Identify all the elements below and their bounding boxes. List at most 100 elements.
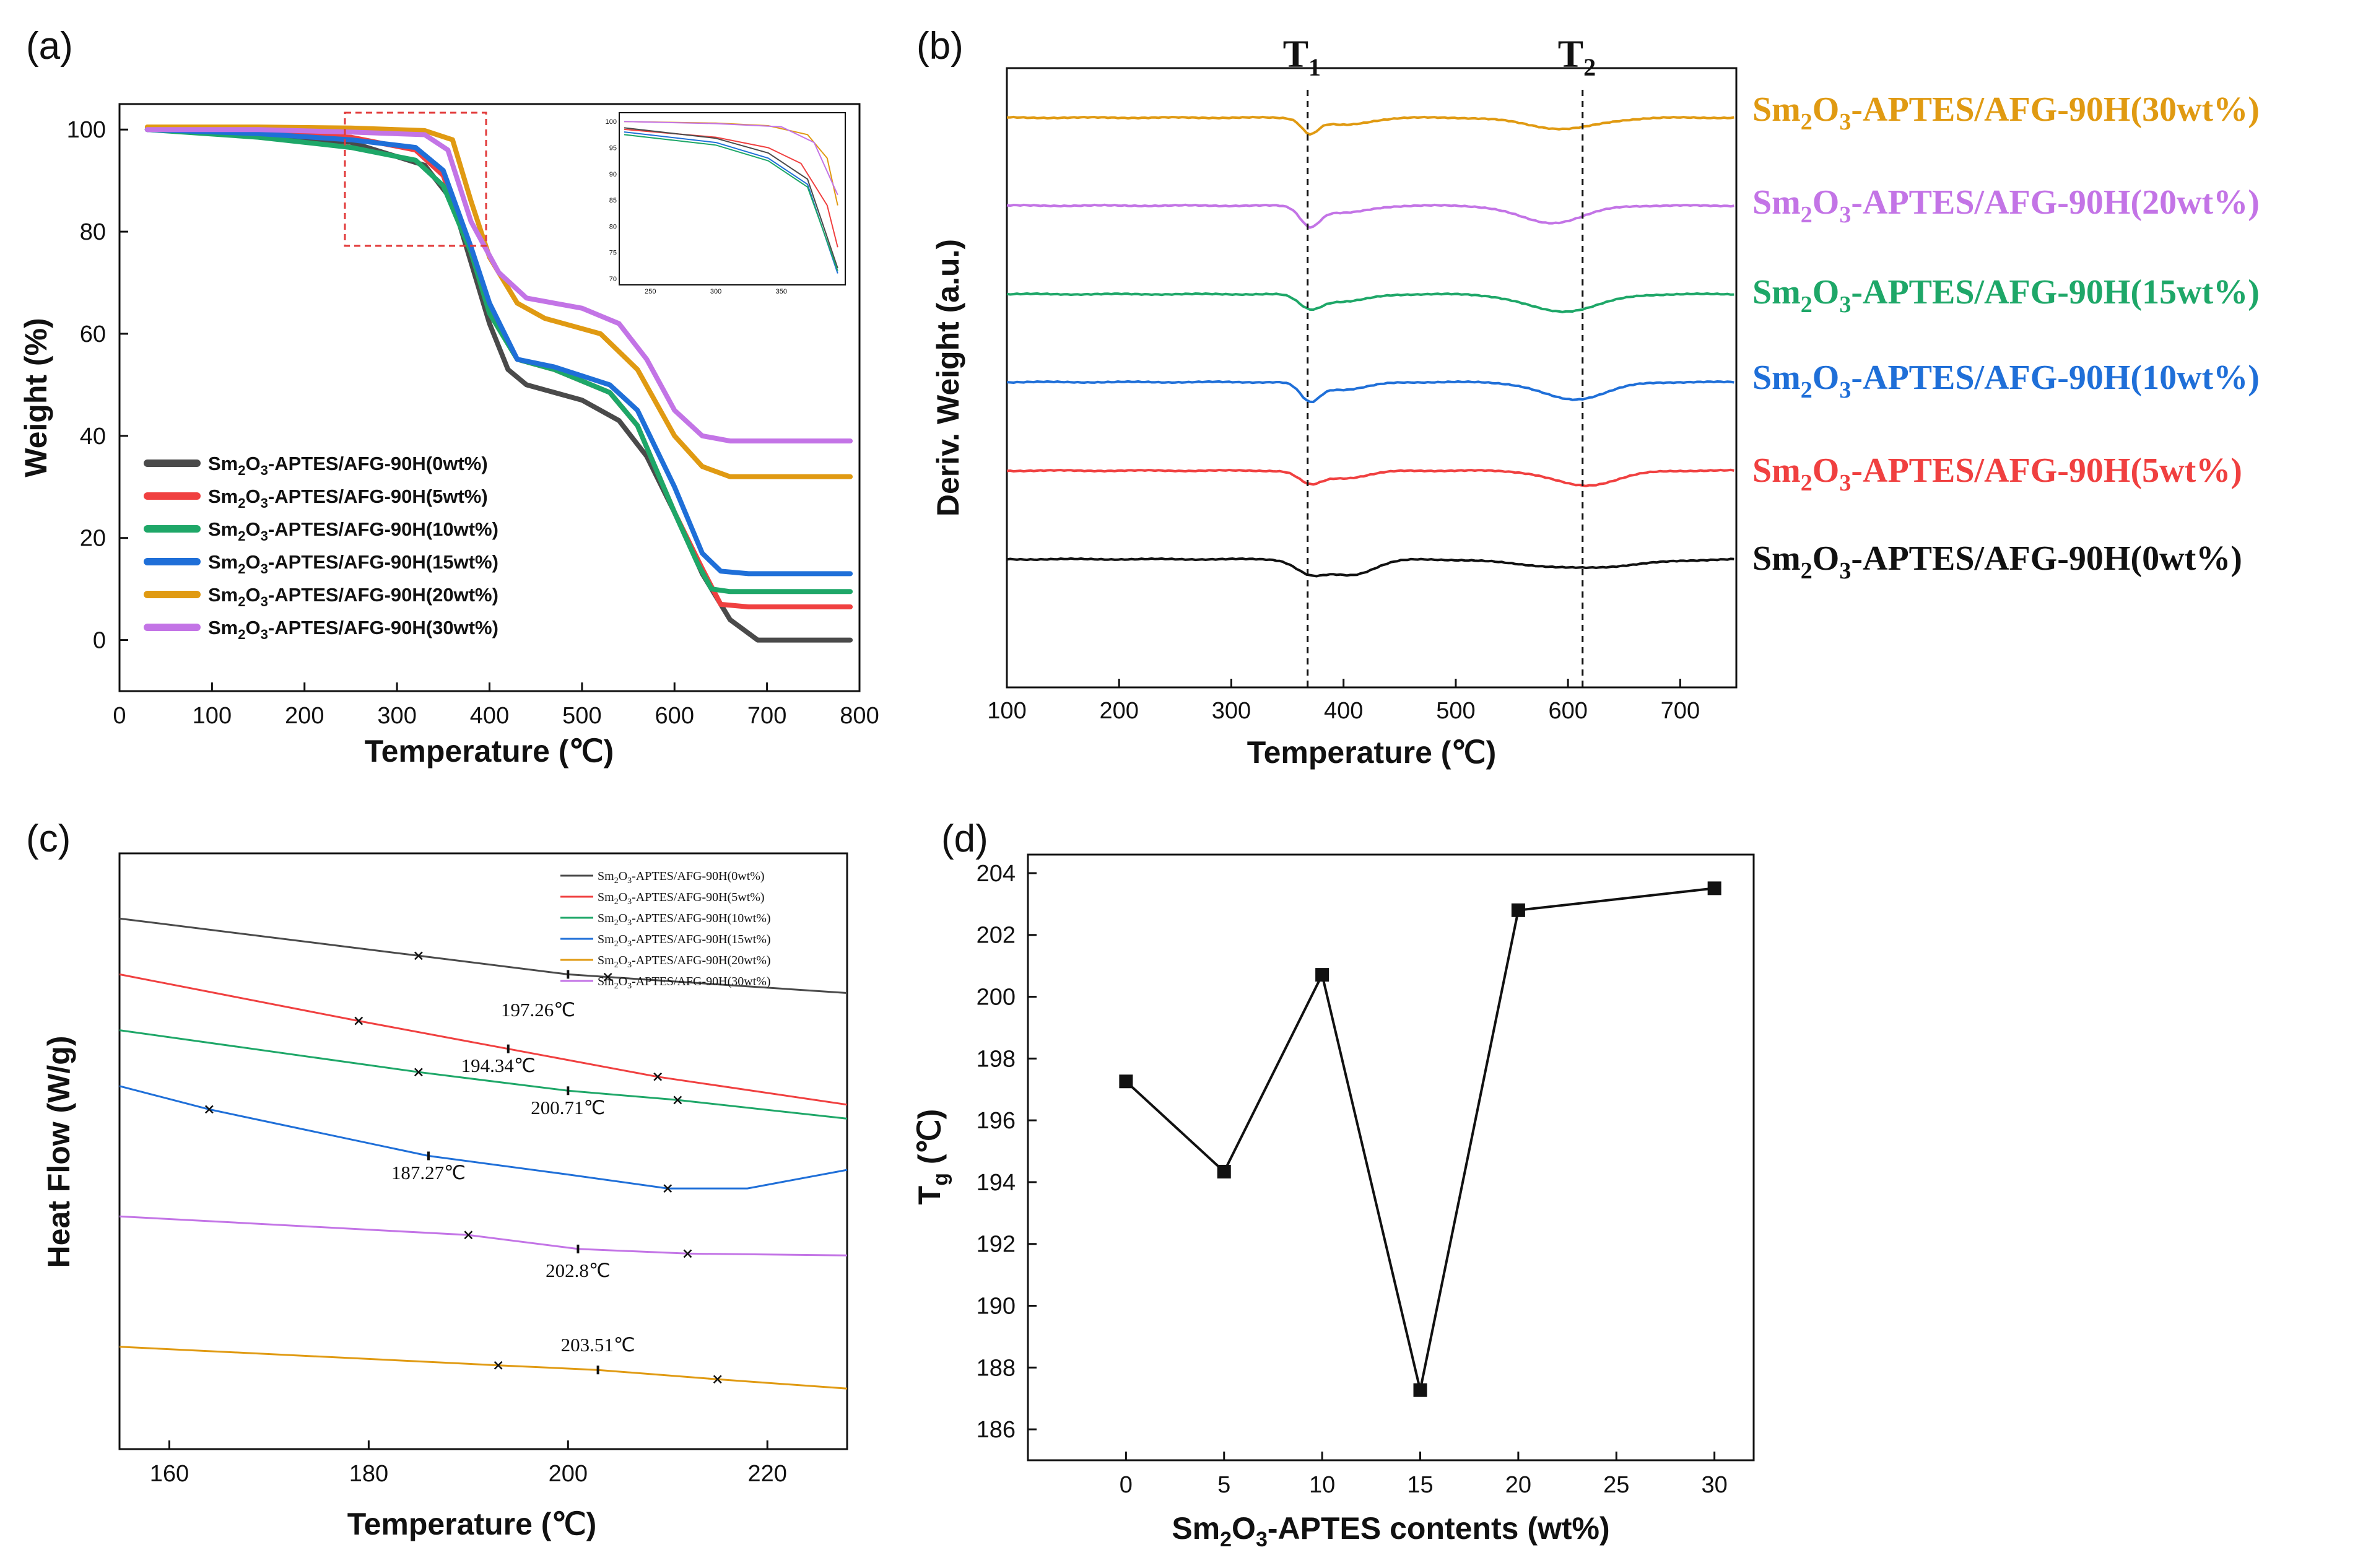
legend-label-a-4-sub2: 3	[261, 594, 268, 609]
legend-label-b-3-sub2: 3	[1839, 377, 1851, 403]
tg-annotation-0: 197.26℃	[501, 999, 575, 1021]
legend-label-c-5-sub1: 2	[614, 982, 619, 991]
y-ticks-a: 0 20 40 60 80 100	[67, 117, 128, 654]
legend-label-b-5-chem2: O	[1812, 539, 1840, 578]
y-tick-label: 186	[977, 1417, 1016, 1443]
axes-frame-b	[1006, 67, 1738, 689]
onset-mark	[464, 1230, 473, 1240]
x-title-d-post: -APTES contents (wt%)	[1268, 1511, 1610, 1546]
legend-label-c-1-rest: -APTES/AFG-90H	[632, 891, 727, 904]
dtg-line-2	[1006, 292, 1734, 313]
legend-label-b-4-suffix: (5wt%)	[2130, 451, 2242, 490]
t-marker-letter: T	[1283, 33, 1308, 76]
series-line-a-3	[144, 127, 853, 577]
legend-label-a-2-rest: -APTES/AFG-90H	[268, 518, 426, 540]
y-tick-label: 196	[977, 1108, 1016, 1134]
axes-frame-c	[118, 852, 848, 1450]
legend-label-b-0-rest: -APTES/AFG-90H	[1851, 90, 2130, 129]
tg-annotation-3: 187.27℃	[391, 1162, 466, 1183]
y-tick-label: 188	[977, 1355, 1016, 1381]
x-tick-label: 300	[1212, 698, 1251, 724]
onset-mark	[414, 951, 423, 960]
legend-label-b-2-chem1: Sm	[1752, 273, 1801, 311]
y-title-d-post: (℃)	[912, 1109, 947, 1173]
x-tick-label: 200	[549, 1461, 588, 1487]
t-marker-label-1: T1	[1283, 33, 1321, 81]
legend-label-b-0: Sm2O3-APTES/AFG-90H(30wt%)	[1752, 90, 2260, 135]
dsc-line-5	[119, 1215, 848, 1257]
t-markers: T1 T2	[1283, 33, 1596, 687]
x-ticks-d: 0 5 10 15 20 25 30	[1120, 1452, 1728, 1498]
data-point-5	[1707, 881, 1721, 895]
y-title-d-sub: g	[929, 1173, 952, 1186]
legend-label-c-3-chem2: O	[619, 933, 627, 946]
legend-label-a-1-rest: -APTES/AFG-90H	[268, 486, 426, 507]
inset-x-tick: 300	[710, 288, 721, 295]
legend-label-b-4-chem1: Sm	[1752, 451, 1801, 490]
panel-c: 160 180 200 220 197.26℃ 194.34℃ 200.71℃ 187.27…	[41, 852, 848, 1541]
axes-frame-d	[1027, 853, 1755, 1461]
onset-mark	[204, 1105, 214, 1114]
legend-label-a-0: Sm2O3-APTES/AFG-90H(0wt%)	[208, 453, 488, 478]
legend-label-a-4-sub1: 2	[238, 594, 245, 609]
x-tick-label: 100	[987, 698, 1026, 724]
y-tick-label: 80	[80, 219, 106, 245]
legend-label-a-0-chem1: Sm	[208, 453, 238, 474]
x-tick-label: 600	[1548, 698, 1587, 724]
legend-label-a-4-suffix: (20wt%)	[426, 584, 498, 606]
legend-label-c-3-sub2: 3	[627, 939, 632, 949]
tg-series-line	[1125, 887, 1715, 1391]
x-tick-label: 5	[1217, 1472, 1230, 1498]
inset-lines	[624, 121, 838, 274]
panel-label-b: (b)	[916, 25, 964, 68]
tg-annotation-4: 203.51℃	[561, 1334, 635, 1356]
legend-label-b-5-sub1: 2	[1801, 558, 1812, 584]
legend-label-c-0-suffix: (0wt%)	[728, 869, 765, 883]
legend-label-a-5: Sm2O3-APTES/AFG-90H(30wt%)	[208, 617, 498, 642]
legend-label-c-4-suffix: (20wt%)	[728, 954, 771, 967]
legend-label-b-4-chem2: O	[1812, 451, 1840, 490]
legend-label-b-1: Sm2O3-APTES/AFG-90H(20wt%)	[1752, 183, 2260, 228]
legend-label-a-1-sub1: 2	[238, 495, 245, 511]
legend-label-a-2: Sm2O3-APTES/AFG-90H(10wt%)	[208, 518, 498, 544]
legend-label-c-0: Sm2O3-APTES/AFG-90H(0wt%)	[598, 869, 765, 886]
legend-label-b-3: Sm2O3-APTES/AFG-90H(10wt%)	[1752, 359, 2260, 403]
x-tick-label: 800	[840, 703, 879, 729]
y-tick-label: 204	[977, 861, 1016, 887]
dsc-line-0	[119, 917, 848, 994]
legend-label-c-0-sub2: 3	[627, 876, 632, 886]
legend-label-c-1-suffix: (5wt%)	[728, 891, 765, 904]
legend-b: Sm2O3-APTES/AFG-90H(30wt%)Sm2O3-APTES/AF…	[1752, 90, 2260, 584]
dsc-line-1	[119, 973, 848, 1106]
onset-mark	[653, 1072, 663, 1081]
x-axis-title-a: Temperature (℃)	[365, 734, 614, 769]
inset-y-tick: 95	[609, 145, 617, 152]
legend-label-c-2-chem2: O	[619, 912, 627, 925]
x-tick-label: 600	[655, 703, 694, 729]
x-ticks-a: 0 100 200 300 400 500 600 700 800	[113, 682, 879, 729]
x-tick-label: 20	[1505, 1472, 1531, 1498]
y-title-d-pre: T	[912, 1186, 947, 1205]
legend-label-b-4-rest: -APTES/AFG-90H	[1851, 451, 2130, 490]
legend-label-c-1-sub1: 2	[614, 897, 619, 907]
legend-label-c-2-sub2: 3	[627, 918, 632, 928]
legend-a: Sm2O3-APTES/AFG-90H(0wt%) Sm2O3-APTES/AFG…	[144, 453, 498, 642]
legend-label-b-4-sub1: 2	[1801, 470, 1812, 496]
inset-x-tick: 250	[645, 288, 656, 295]
y-tick-label: 40	[80, 424, 106, 450]
legend-label-b-2-rest: -APTES/AFG-90H	[1851, 273, 2130, 311]
legend-label-b-0-chem1: Sm	[1752, 90, 1801, 129]
legend-label-b-0-suffix: (30wt%)	[2130, 90, 2259, 129]
dtg-line-5	[1006, 557, 1734, 578]
y-axis-title-b: Deriv. Weight (a.u.)	[931, 239, 965, 516]
legend-label-c-3-chem1: Sm	[598, 933, 614, 946]
legend-c: Sm2O3-APTES/AFG-90H(0wt%)Sm2O3-APTES/AFG…	[560, 869, 771, 991]
x-tick-label: 400	[470, 703, 509, 729]
onset-mark	[354, 1016, 363, 1026]
legend-label-b-5-rest: -APTES/AFG-90H	[1851, 539, 2130, 578]
legend-label-a-0-suffix: (0wt%)	[426, 453, 488, 474]
y-tick-label: 60	[80, 321, 106, 347]
legend-label-a-5-sub2: 3	[261, 627, 268, 642]
legend-label-b-2-chem2: O	[1812, 273, 1840, 311]
y-axis-title-d: Tg (℃)	[912, 1109, 952, 1205]
